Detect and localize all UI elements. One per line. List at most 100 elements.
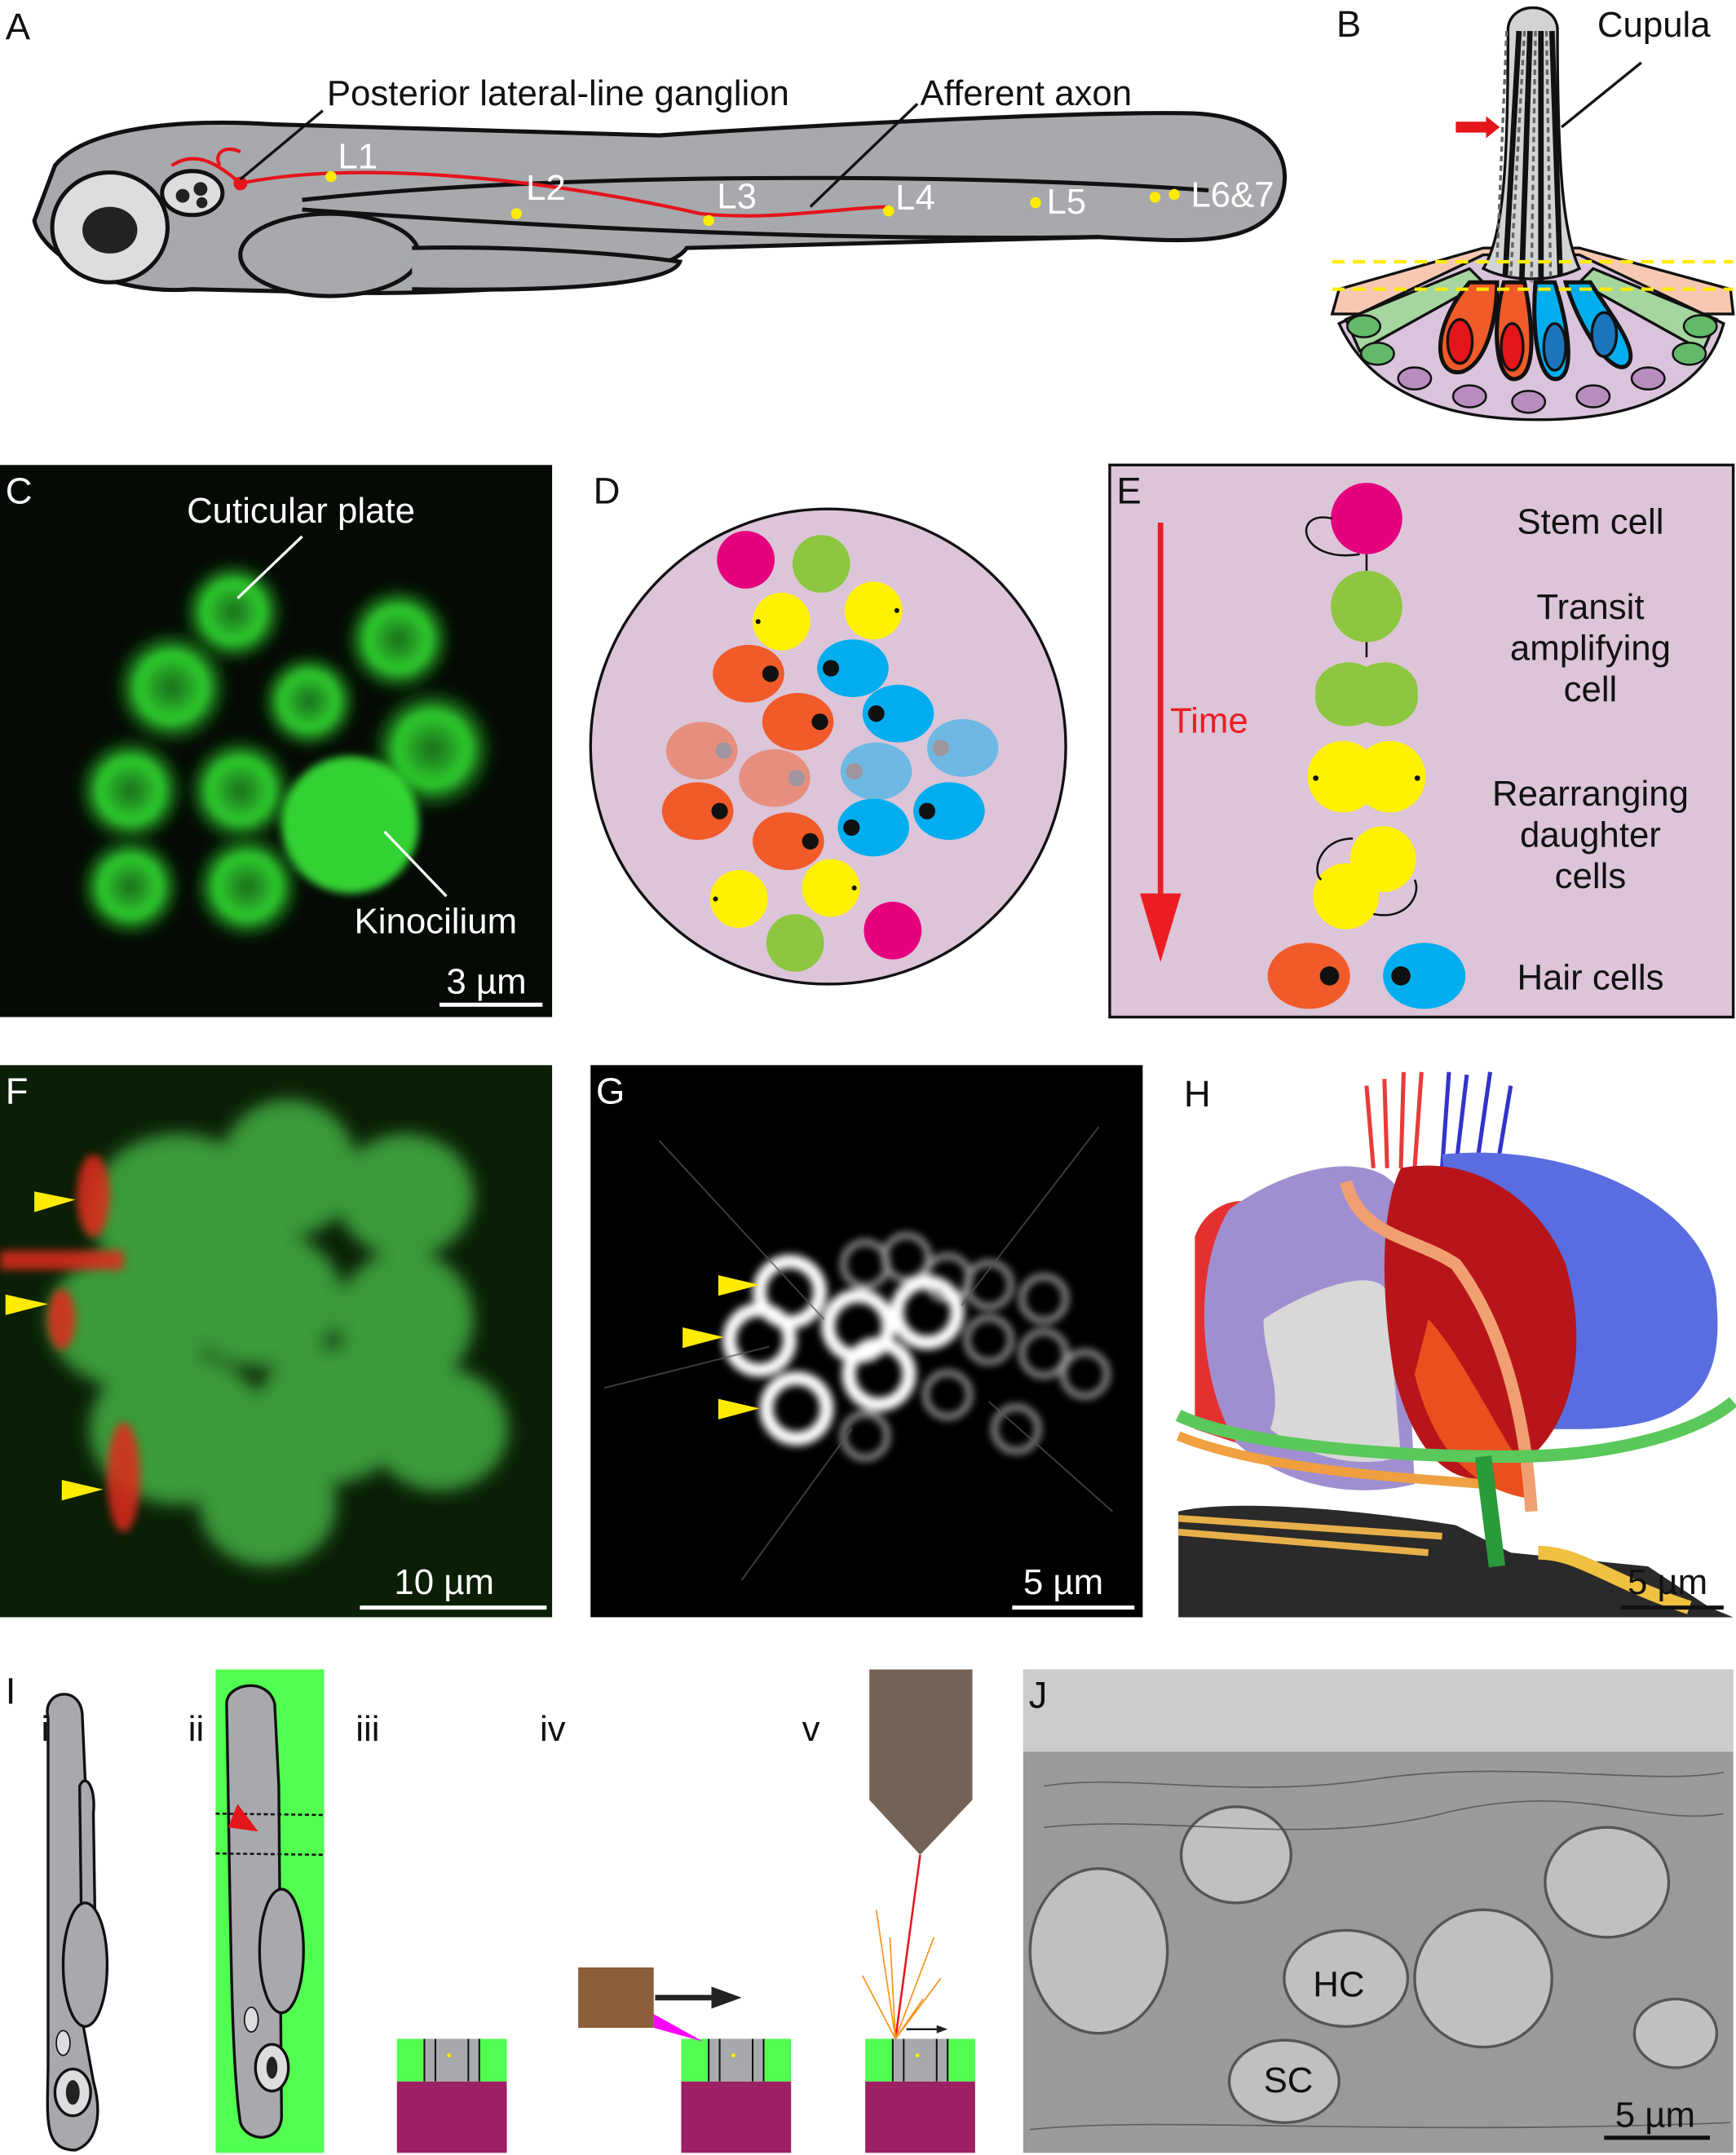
- hair-bundles: [1364, 1071, 1513, 1169]
- neuromast-cells: [661, 531, 999, 972]
- step-ii-label: ii: [188, 1709, 204, 1749]
- panel-label-h: H: [1184, 1073, 1211, 1115]
- panel-h: H 5 µm: [1175, 1071, 1736, 1618]
- panel-label-a: A: [6, 6, 31, 47]
- diamond-knife-edge: [653, 2014, 704, 2042]
- cell-hair-orange: [753, 812, 824, 871]
- panel-a: A Posterior lateral-line ganglion Affere…: [6, 6, 1287, 298]
- cell-transit: [792, 535, 850, 593]
- panel-e: E Time Stem cell Transit amplifying cell…: [1108, 463, 1735, 1019]
- hair-cell-ring: [841, 1336, 917, 1411]
- stem-cell: [1331, 483, 1402, 554]
- resin-block: [396, 2038, 507, 2153]
- transit-cell: [1331, 570, 1402, 643]
- hair-cells-label: Hair cells: [1517, 958, 1663, 998]
- electron-gun: [869, 1669, 973, 1855]
- hair-cell-fluorescence: [73, 557, 499, 945]
- arrowhead-icon: [1139, 893, 1182, 963]
- hair-cell-ring: [881, 1232, 931, 1283]
- cell-hair-blue: [817, 639, 889, 697]
- step-v-label: v: [802, 1709, 820, 1749]
- neuromast-dots: [325, 170, 1180, 227]
- axon-label: Afferent axon: [921, 73, 1133, 113]
- cell-hair-blue: [837, 798, 910, 857]
- hair-cell-label: HC: [1313, 1964, 1364, 2004]
- cell-stem: [717, 531, 775, 589]
- neuromast-l2: L2: [526, 168, 566, 208]
- dividing-cell: [1315, 662, 1418, 726]
- hair-cell-blue: [1383, 943, 1466, 1009]
- daughter-cell: [1313, 863, 1380, 930]
- hair-cell-ring: [964, 1314, 1014, 1365]
- cell-hair-orange: [739, 749, 811, 807]
- cell-hair-orange: [665, 722, 738, 779]
- time-label: Time: [1170, 701, 1248, 741]
- rearranging-label-1: Rearranging: [1492, 774, 1689, 814]
- red-arrow-icon: [1456, 116, 1500, 139]
- hair-cell-ring: [759, 1371, 834, 1446]
- cell-daughter: [802, 859, 860, 917]
- cell-transit: [766, 914, 824, 972]
- kinocilium-label: Kinocilium: [355, 902, 518, 942]
- cell-hair-blue: [913, 782, 985, 841]
- panel-label-c: C: [6, 470, 33, 511]
- hair-cell-ring: [1018, 1274, 1069, 1323]
- panel-label-g: G: [596, 1071, 625, 1112]
- hair-cell-ring: [992, 1404, 1041, 1455]
- hair-cell-ring: [840, 1411, 890, 1461]
- transit-label-2: amplifying: [1510, 628, 1671, 668]
- cell-hair-blue: [840, 742, 912, 801]
- arrowhead-icons: [682, 1275, 760, 1420]
- hair-cell-ring: [722, 1302, 797, 1377]
- ear: [160, 169, 225, 218]
- panel-c: C Cuticular plate Kinocilium 3 µm: [0, 465, 553, 1018]
- supporting-cell-label: SC: [1264, 2060, 1314, 2100]
- rearranging-label-3: cells: [1555, 856, 1627, 896]
- rearranging-label-2: daughter: [1520, 815, 1661, 855]
- neuromast-l1: L1: [338, 136, 378, 176]
- cell-hair-orange: [713, 644, 784, 703]
- step-i-label: i: [42, 1709, 50, 1749]
- red-arrowhead-icon: [227, 1804, 258, 1832]
- cell-grey: [1263, 1280, 1402, 1462]
- panel-label-j: J: [1029, 1675, 1048, 1716]
- transit-label-1: Transit: [1536, 587, 1644, 627]
- hair-cell-ring: [964, 1260, 1014, 1310]
- cell-hair-blue: [862, 684, 934, 743]
- panel-d: D: [589, 470, 1067, 986]
- cell-daughter: [753, 592, 811, 651]
- cupula-label: Cupula: [1597, 5, 1711, 45]
- panel-label-d: D: [594, 470, 621, 511]
- neuromast-l4: L4: [895, 178, 935, 218]
- scale-label-c: 3 µm: [446, 962, 526, 1002]
- resin-block: [865, 2038, 975, 2153]
- cell-hair-blue: [926, 718, 999, 777]
- neuromast-l5: L5: [1046, 182, 1086, 222]
- hair-cell-ring: [890, 1275, 965, 1349]
- panel-g: G 5 µm: [590, 1065, 1143, 1618]
- arrow-right-icon: [711, 1986, 742, 2009]
- ganglion-label: Posterior lateral-line ganglion: [327, 73, 789, 113]
- resin-block: [681, 2038, 792, 2153]
- scale-label-f: 10 µm: [394, 1562, 494, 1602]
- cell-hair-orange: [661, 782, 734, 841]
- panel-i: I i ii iii iv v: [6, 1669, 975, 2153]
- panel-b: B Cupula: [1330, 3, 1735, 422]
- neuromast-top-view: [589, 507, 1067, 986]
- cell-stem: [864, 901, 922, 960]
- scale-label-h: 5 µm: [1628, 1562, 1707, 1602]
- panel-f: F 10 µm: [0, 1065, 553, 1618]
- scale-label-j: 5 µm: [1615, 2095, 1695, 2135]
- scale-label-g: 5 µm: [1023, 1562, 1103, 1602]
- step-iii-label: iii: [356, 1709, 379, 1749]
- panel-label-f: F: [6, 1071, 29, 1112]
- hair-cell-ring: [1060, 1349, 1110, 1399]
- hair-cell-orange: [1267, 943, 1350, 1009]
- yolk: [238, 211, 422, 298]
- panel-label-b: B: [1336, 3, 1361, 45]
- daughter-cell: [1354, 740, 1426, 813]
- transit-label-3: cell: [1564, 669, 1618, 709]
- arrowhead-icons: [5, 1191, 104, 1501]
- hair-cell-ring: [922, 1370, 973, 1420]
